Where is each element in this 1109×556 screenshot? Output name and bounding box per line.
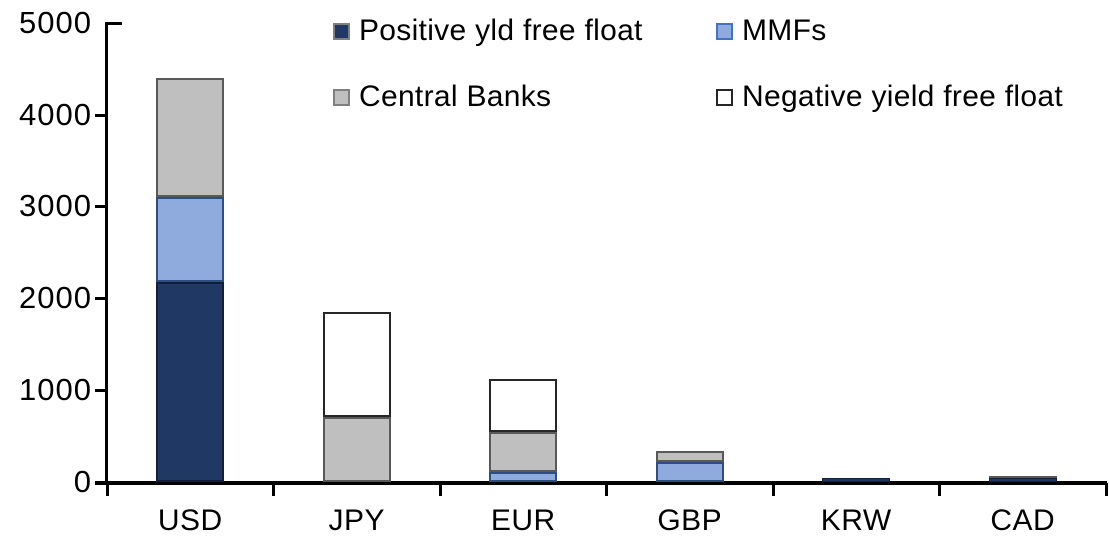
- y-axis-tick-0: [95, 481, 106, 484]
- x-axis-tick: [771, 483, 775, 496]
- x-axis-tick: [438, 483, 442, 496]
- y-axis-label-5000: 5000: [19, 4, 92, 40]
- bar-segment-cad-central-banks: [988, 475, 1057, 478]
- legend-label: Negative yield free float: [742, 80, 1064, 113]
- x-axis-label-usd: USD: [157, 504, 223, 537]
- legend-swatch-central-banks: [333, 88, 350, 106]
- y-axis-tick-1000: [95, 389, 106, 393]
- y-axis-tick-4000: [95, 113, 106, 117]
- bar-segment-eur-central-banks: [489, 431, 558, 473]
- bar-segment-eur-negative-yield-free-float: [489, 379, 558, 432]
- y-axis-line: [105, 22, 108, 485]
- bar-segment-usd-mmfs: [156, 196, 225, 282]
- y-axis-label-3000: 3000: [19, 188, 92, 224]
- x-axis-tick: [938, 483, 941, 496]
- x-axis-label-eur: EUR: [490, 504, 556, 537]
- x-axis-label-jpy: JPY: [328, 504, 386, 537]
- bar-segment-krw-positive-yld-free-float: [822, 477, 891, 482]
- bar-segment-eur-mmfs: [489, 472, 558, 482]
- legend-swatch-positive-yld-free-float: [333, 22, 350, 40]
- legend-swatch-mmfs: [716, 22, 733, 40]
- x-axis-line: [95, 481, 1107, 485]
- bar-segment-usd-central-banks: [156, 78, 225, 197]
- x-axis-label-gbp: GBP: [657, 504, 723, 537]
- bar-segment-jpy-negative-yield-free-float: [322, 311, 391, 418]
- legend-label: MMFs: [742, 14, 827, 47]
- x-axis-tick: [272, 483, 275, 496]
- legend-item-negative-yield-free-float: Negative yield free float: [716, 80, 1063, 114]
- x-axis-tick: [105, 483, 109, 496]
- y-axis-label-4000: 4000: [19, 96, 92, 132]
- legend-swatch-negative-yield-free-float: [716, 88, 733, 106]
- x-axis-label-krw: KRW: [820, 504, 892, 537]
- y-axis-label-2000: 2000: [19, 280, 92, 316]
- y-axis-tick-2000: [95, 297, 106, 301]
- bar-segment-cad-positive-yld-free-float: [988, 477, 1057, 482]
- y-axis-label-1000: 1000: [19, 372, 92, 408]
- legend-item-mmfs: MMFs: [716, 14, 827, 48]
- legend-item-positive-yld-free-float: Positive yld free float: [333, 14, 643, 48]
- y-axis-tick-3000: [95, 205, 106, 209]
- x-axis-label-cad: CAD: [990, 504, 1056, 537]
- y-axis-top-tick: [105, 22, 122, 25]
- legend-label: Positive yld free float: [359, 14, 643, 47]
- legend-label: Central Banks: [359, 80, 552, 113]
- bar-segment-jpy-central-banks: [322, 417, 391, 482]
- bar-segment-gbp-central-banks: [655, 451, 724, 463]
- x-axis-tick: [605, 483, 608, 496]
- bar-segment-gbp-mmfs: [655, 462, 724, 482]
- y-axis-label-0: 0: [73, 464, 92, 499]
- x-axis-tick: [1104, 483, 1108, 496]
- bar-segment-usd-positive-yld-free-float: [156, 281, 225, 482]
- legend-item-central-banks: Central Banks: [333, 80, 551, 114]
